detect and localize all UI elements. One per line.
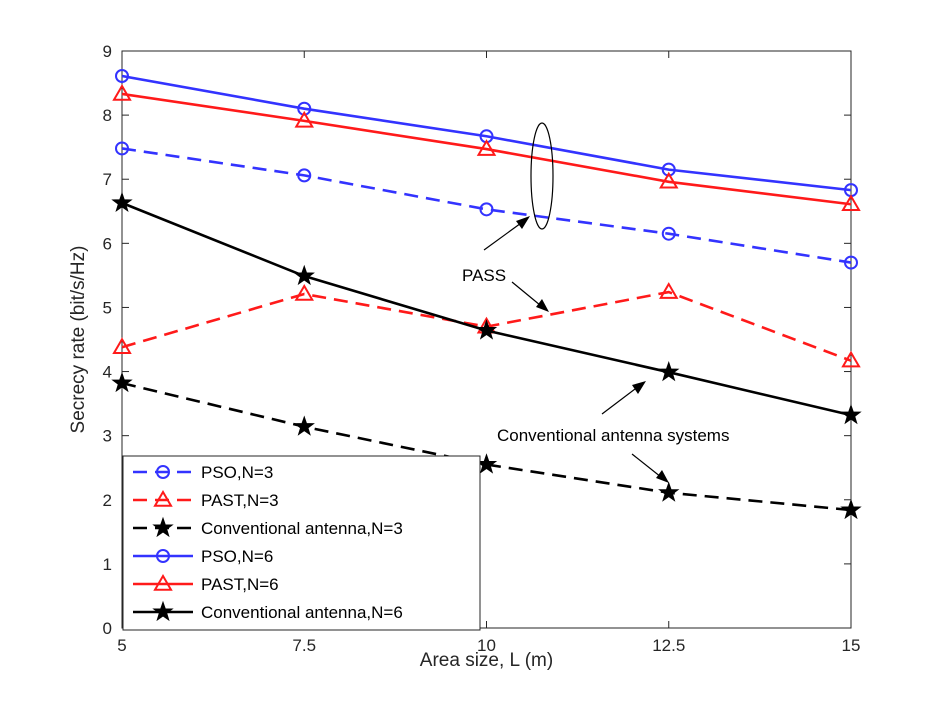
data-point [661,226,676,241]
legend-item: PSO,N=3 [133,463,273,482]
data-point [111,371,133,393]
y-tick-label: 2 [103,491,112,510]
legend-label: PSO,N=6 [201,547,273,566]
x-axis-title: Area size, L (m) [420,650,553,671]
x-tick-label: 10 [477,636,496,655]
y-tick-label: 9 [103,42,112,61]
legend-item: PSO,N=6 [133,547,273,566]
data-point [476,139,497,156]
series-line [121,381,852,512]
legend-label: Conventional antenna,N=6 [201,603,403,622]
legend-label: Conventional antenna,N=3 [201,519,403,538]
series-1 [115,141,858,270]
data-point [844,255,858,270]
data-point [115,69,129,84]
series-6 [111,191,862,425]
data-point [841,350,861,368]
series-line [121,74,852,192]
y-tick-label: 1 [103,555,112,574]
annotation-pass-arrowhead-down [536,299,549,312]
x-tick-label: 12.5 [652,636,685,655]
data-point [475,319,498,340]
annotation-pass-arrowhead-up [516,216,530,229]
annotation-conventional-arrowhead-down [656,470,669,483]
x-tick-label: 15 [842,636,861,655]
y-tick-label: 8 [103,106,112,125]
y-tick-label: 5 [103,298,112,317]
legend-item: PAST,N=6 [133,574,279,594]
pass-group-ellipse [530,122,554,230]
data-point [293,415,315,436]
y-tick-label: 0 [103,619,112,638]
legend-marker [156,549,170,563]
data-point [840,403,862,425]
y-tick-label: 4 [103,363,112,382]
data-point [112,337,132,354]
series-line [121,147,852,264]
annotation-conventional-label: Conventional antenna systems [497,426,729,445]
data-point [111,191,133,213]
series-5 [112,83,861,211]
series-line [121,92,852,206]
data-point [659,171,679,189]
annotation-conventional-arrowhead-up [632,381,646,394]
data-point [293,264,315,286]
data-point [294,110,314,128]
legend-label: PSO,N=3 [201,463,273,482]
data-point [840,498,862,520]
legend-marker [156,465,170,479]
data-point [112,83,132,101]
legend-item: Conventional antenna,N=6 [133,600,403,622]
x-tick-label: 7.5 [292,636,316,655]
data-point [659,282,679,299]
data-point [297,168,312,183]
legend-item: PAST,N=3 [133,490,279,510]
legend-marker [152,600,174,622]
legend-marker [152,516,174,538]
data-point [658,360,680,382]
legend-label: PAST,N=6 [201,575,279,594]
data-point [479,202,494,217]
y-tick-label: 3 [103,427,112,446]
y-axis-title: Secrecy rate (bit/s/Hz) [68,246,89,434]
data-point [658,481,680,502]
y-tick-label: 6 [103,234,112,253]
annotation-pass-label: PASS [462,266,506,285]
legend-box [122,455,481,631]
legend: PSO,N=3 PAST,N=3 Conventional antenna,N=3 P… [122,455,481,631]
legend-label: PAST,N=3 [201,491,279,510]
data-point [294,283,314,301]
legend-item: Conventional antenna,N=3 [133,516,403,538]
data-point [115,141,129,156]
series-3 [111,371,862,520]
x-tick-label: 5 [117,636,126,655]
data-point [841,194,861,211]
legend-marker [153,490,173,507]
legend-marker [153,574,173,591]
y-tick-label: 7 [103,170,112,189]
